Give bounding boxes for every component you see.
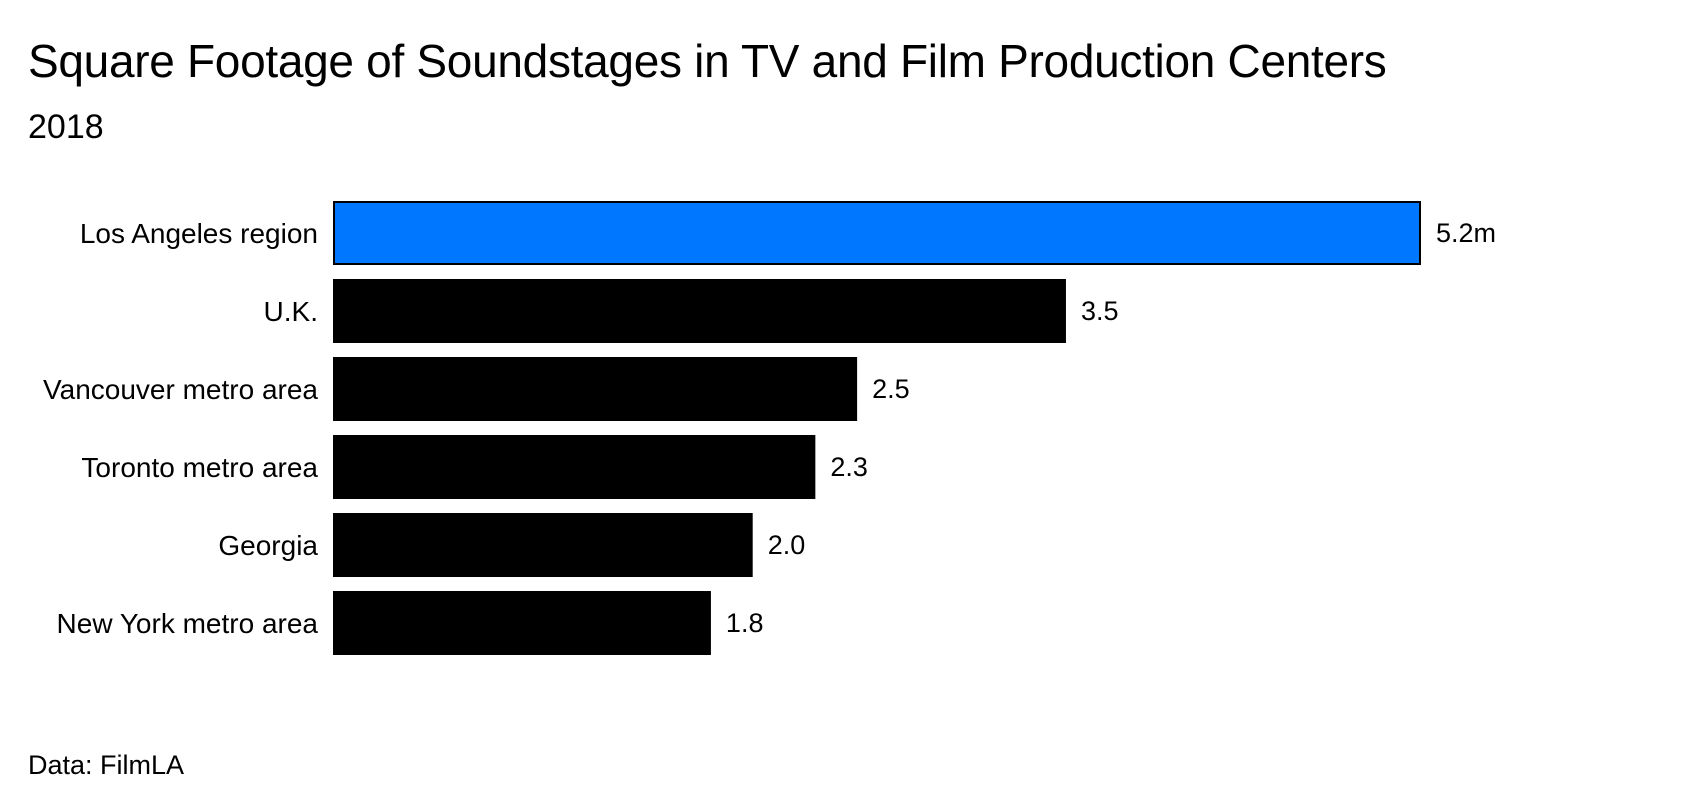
value-label: 5.2m (1436, 218, 1496, 248)
category-label: Vancouver metro area (43, 374, 318, 405)
category-label: Los Angeles region (80, 218, 318, 249)
value-label: 2.0 (768, 530, 806, 560)
value-label: 2.5 (872, 374, 910, 404)
bar-georgia (333, 513, 753, 577)
bar-new-york-metro-area (333, 591, 711, 655)
bar-u-k (333, 279, 1066, 343)
bars-group (333, 201, 1421, 655)
chart-title: Square Footage of Soundstages in TV and … (28, 35, 1387, 87)
value-label: 1.8 (726, 608, 764, 638)
category-label: New York metro area (57, 608, 319, 639)
category-label: Toronto metro area (81, 452, 318, 483)
bar-vancouver-metro-area (333, 357, 858, 421)
data-source: Data: FilmLA (28, 750, 185, 780)
value-label: 3.5 (1081, 296, 1119, 326)
category-label: Georgia (218, 530, 318, 561)
bar-toronto-metro-area (333, 435, 816, 499)
value-label: 2.3 (830, 452, 868, 482)
bar-chart: Los Angeles region U.K. Vancouver metro ar… (43, 201, 1496, 655)
bar-los-angeles-region (333, 201, 1421, 265)
value-labels-group: 5.2m 3.5 2.5 2.3 2.0 1.8 (726, 218, 1496, 638)
category-label: U.K. (264, 296, 318, 327)
chart-subtitle: 2018 (28, 108, 104, 146)
category-labels-group: Los Angeles region U.K. Vancouver metro ar… (43, 218, 318, 639)
